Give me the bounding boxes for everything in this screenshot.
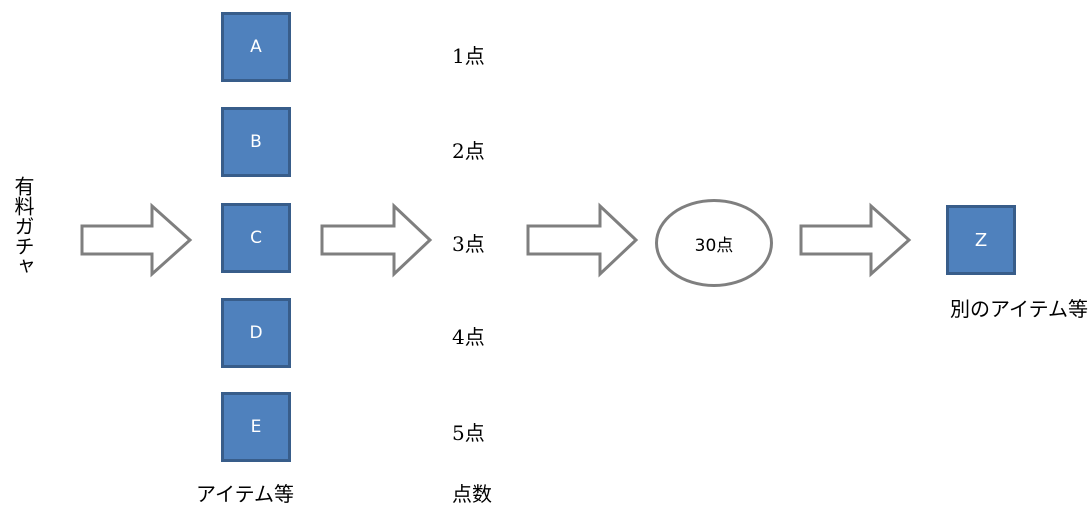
points-value-b: 2点	[452, 139, 485, 163]
input-label-paid-gacha: 有料ガチャ	[11, 176, 35, 276]
points-value-e: 5点	[452, 421, 485, 445]
arrow-right-icon	[80, 202, 193, 278]
output-caption: 別のアイテム等	[950, 297, 1088, 321]
items-caption: アイテム等	[196, 482, 294, 506]
item-box-c: C	[221, 203, 291, 273]
points-value-d: 4点	[452, 325, 485, 349]
arrow-right-icon	[320, 202, 433, 278]
arrow-right-icon	[799, 202, 912, 278]
item-box-b: B	[221, 107, 291, 177]
points-caption: 点数	[452, 482, 492, 506]
arrow-right-icon	[526, 202, 639, 278]
threshold-label: 30点	[694, 235, 734, 256]
item-box-a: A	[221, 12, 291, 82]
points-value-c: 3点	[452, 232, 485, 256]
threshold-circle: 30点	[655, 199, 773, 287]
item-box-d: D	[221, 298, 291, 368]
output-box-z: Z	[946, 205, 1016, 275]
points-value-a: 1点	[452, 44, 485, 68]
item-box-e: E	[221, 392, 291, 462]
